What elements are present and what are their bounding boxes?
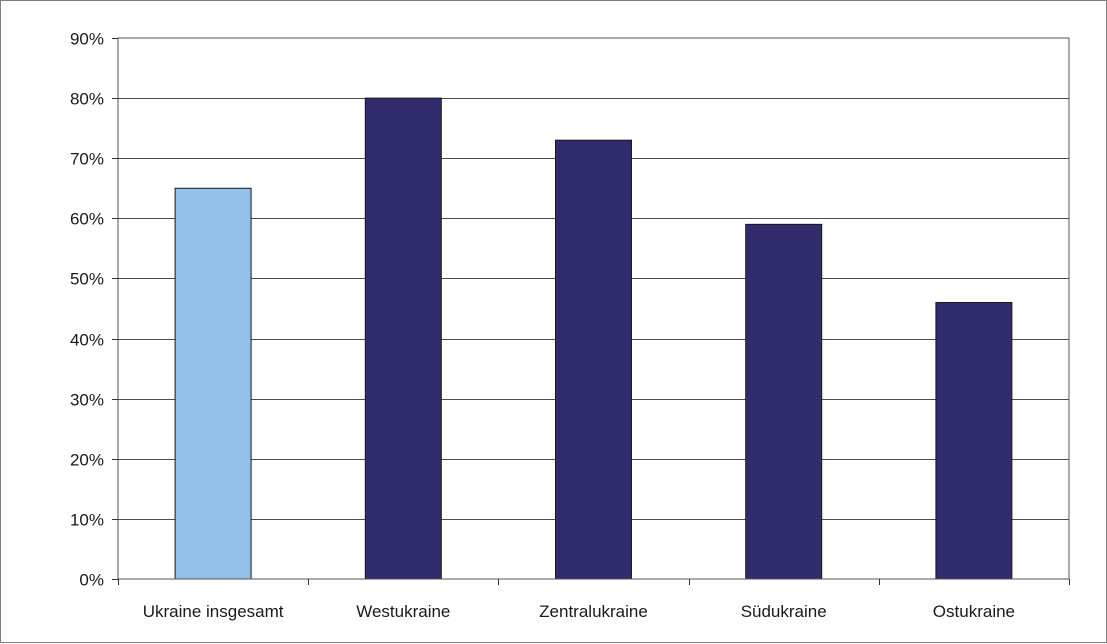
x-category-label: Zentralukraine	[539, 602, 648, 621]
y-tick-label: 90%	[70, 30, 104, 49]
bars	[174, 97, 1013, 580]
y-tick-label: 80%	[70, 90, 104, 109]
bar	[745, 223, 823, 580]
y-tick-labels: 0% 10% 20% 30% 40% 50% 60% 70% 80% 90%	[70, 30, 104, 590]
y-tick-label: 70%	[70, 150, 104, 169]
bar	[555, 139, 632, 580]
x-category-label: Westukraine	[356, 602, 450, 621]
x-category-label: Südukraine	[741, 602, 827, 621]
y-tick-label: 20%	[70, 451, 104, 470]
y-tick-label: 10%	[70, 511, 104, 530]
x-category-label: Ukraine insgesamt	[143, 602, 284, 621]
plot-area-border	[117, 37, 1070, 580]
axes	[112, 37, 1070, 585]
y-tick-label: 40%	[70, 331, 104, 350]
x-category-labels: Ukraine insgesamt Westukraine Zentralukrai…	[143, 602, 1015, 621]
bar	[935, 301, 1013, 580]
y-tick-label: 30%	[70, 391, 104, 410]
x-category-label: Ostukraine	[933, 602, 1015, 621]
bar	[174, 187, 252, 580]
y-tick-label: 0%	[79, 571, 104, 590]
bar	[364, 97, 442, 580]
y-tick-label: 50%	[70, 270, 104, 289]
y-tick-label: 60%	[70, 210, 104, 229]
